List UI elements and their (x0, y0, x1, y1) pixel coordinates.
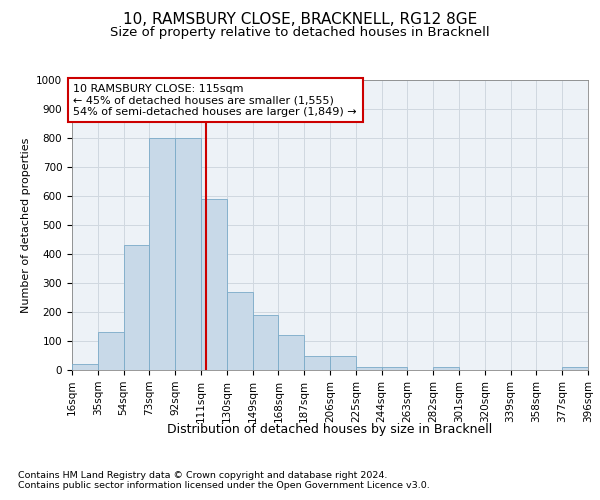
Text: 10, RAMSBURY CLOSE, BRACKNELL, RG12 8GE: 10, RAMSBURY CLOSE, BRACKNELL, RG12 8GE (123, 12, 477, 28)
Bar (356, 367, 382, 370)
Bar (304, 356, 330, 370)
Text: Distribution of detached houses by size in Bracknell: Distribution of detached houses by size … (167, 422, 493, 436)
Bar (227, 292, 253, 370)
Bar (382, 367, 407, 370)
Bar (175, 138, 201, 370)
Bar (278, 335, 304, 370)
Text: Contains HM Land Registry data © Crown copyright and database right 2024.: Contains HM Land Registry data © Crown c… (18, 471, 388, 480)
Bar (201, 199, 227, 370)
Bar (433, 367, 459, 370)
Text: Size of property relative to detached houses in Bracknell: Size of property relative to detached ho… (110, 26, 490, 39)
Bar (72, 364, 98, 370)
Bar (149, 138, 175, 370)
Bar (562, 367, 588, 370)
Bar (98, 332, 124, 370)
Bar (124, 246, 149, 370)
Text: Contains public sector information licensed under the Open Government Licence v3: Contains public sector information licen… (18, 481, 430, 490)
Bar (330, 356, 356, 370)
Y-axis label: Number of detached properties: Number of detached properties (20, 138, 31, 312)
Bar (253, 315, 278, 370)
Text: 10 RAMSBURY CLOSE: 115sqm
← 45% of detached houses are smaller (1,555)
54% of se: 10 RAMSBURY CLOSE: 115sqm ← 45% of detac… (73, 84, 357, 117)
